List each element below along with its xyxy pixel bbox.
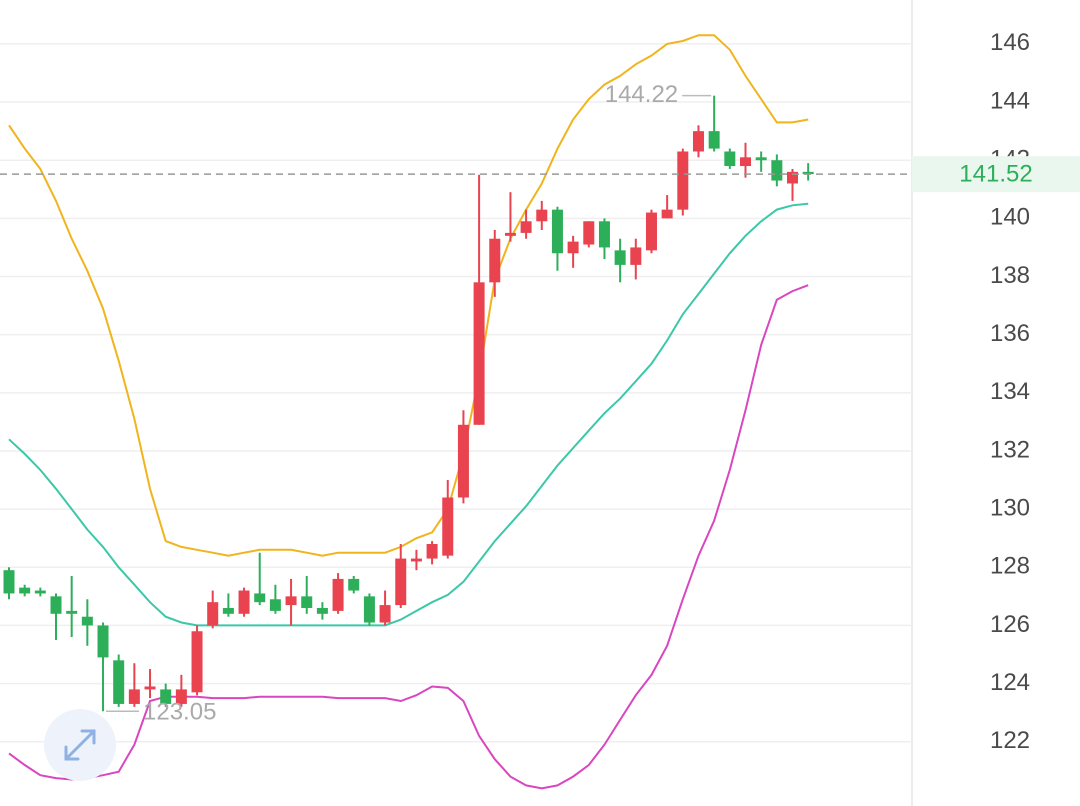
y-tick-label: 126 (990, 611, 1030, 638)
candle-body (598, 221, 610, 248)
grid: 122124126128130132134136138140142144146 (0, 29, 1030, 754)
candle-body (144, 686, 156, 690)
candle-body (254, 593, 266, 603)
candle-body (802, 171, 814, 175)
y-tick-label: 128 (990, 553, 1030, 580)
last-price-label: 141.52 (959, 161, 1032, 188)
candle-body (536, 209, 548, 222)
candle-body (175, 689, 187, 704)
candle-body (66, 610, 78, 614)
candle-body (269, 599, 281, 611)
candle-body (332, 578, 344, 611)
candle-body (410, 558, 422, 562)
y-tick-label: 134 (990, 378, 1030, 405)
expand-button[interactable] (44, 709, 116, 781)
candle-body (285, 596, 297, 606)
candle-body (395, 558, 407, 606)
candle-body (630, 247, 642, 265)
candle-body (551, 209, 563, 254)
candle-body (97, 625, 109, 658)
y-tick-label: 130 (990, 494, 1030, 521)
candle-body (363, 596, 375, 623)
overlay: 144.22 123.05 141.52 (0, 81, 1080, 726)
candles (3, 95, 814, 712)
candle-body (301, 596, 313, 608)
candle-body (489, 238, 501, 283)
candle-body (113, 660, 125, 704)
y-tick-label: 138 (990, 262, 1030, 289)
candle-body (692, 131, 704, 152)
y-tick-label: 132 (990, 436, 1030, 463)
candle-body (614, 250, 626, 265)
candle-body (739, 157, 751, 167)
candle-body (567, 241, 579, 254)
candle-body (504, 232, 516, 236)
candle-body (473, 282, 485, 425)
candle-body (442, 497, 454, 556)
candle-body (677, 151, 689, 210)
candle-body (379, 605, 391, 623)
candle-body (191, 631, 203, 693)
candle-body (661, 209, 673, 219)
y-tick-label: 146 (990, 29, 1030, 56)
candle-body (457, 424, 469, 498)
y-tick-label: 124 (990, 669, 1030, 696)
candle-body (755, 157, 767, 161)
min-label: 123.05 (143, 699, 216, 726)
candle-body (128, 689, 140, 704)
candle-body (222, 607, 234, 614)
candle-body (645, 212, 657, 251)
expand-icon[interactable] (64, 729, 96, 761)
candle-body (724, 151, 736, 167)
band-line (8, 202, 809, 627)
candle-body (3, 570, 15, 594)
last-price-tag (912, 156, 1080, 193)
candle-body (787, 171, 798, 184)
candle-body (81, 616, 93, 626)
band-line (8, 34, 809, 557)
candle-body (426, 544, 438, 559)
candle-body (771, 160, 783, 181)
candle-body (708, 131, 720, 149)
bands (8, 34, 809, 790)
candle-body (520, 221, 532, 233)
band-line (8, 284, 809, 790)
candle-body (50, 596, 62, 614)
candle-body (19, 587, 31, 594)
max-label: 144.22 (605, 81, 678, 108)
y-tick-label: 136 (990, 320, 1030, 347)
candle-body (207, 602, 219, 626)
y-tick-label: 140 (990, 204, 1030, 231)
candle-body (160, 689, 172, 704)
y-tick-label: 122 (990, 727, 1030, 754)
candle-body (348, 578, 360, 591)
candle-body (583, 221, 595, 245)
candle-body (316, 607, 328, 614)
candle-body (34, 590, 46, 594)
y-tick-label: 144 (990, 87, 1030, 114)
candle-body (238, 590, 250, 614)
